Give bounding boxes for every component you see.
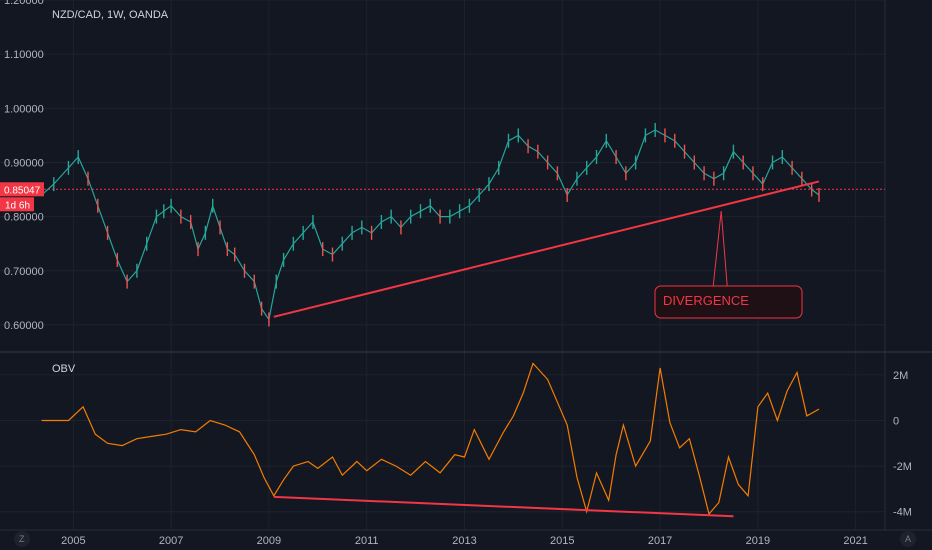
time-tick-label: 2019 bbox=[746, 535, 770, 547]
price-tick-label: 1.20000 bbox=[4, 0, 44, 7]
timezone-button[interactable] bbox=[14, 531, 30, 547]
last-price-value: 0.85047 bbox=[4, 185, 41, 196]
time-tick-label: 2005 bbox=[61, 535, 85, 547]
time-tick-label: 2009 bbox=[257, 535, 281, 547]
time-tick-label: 2021 bbox=[843, 535, 867, 547]
chart-title: NZD/CAD, 1W, OANDA bbox=[52, 9, 169, 21]
callout-pointer-left bbox=[712, 211, 722, 287]
divergence-label: DIVERGENCE bbox=[663, 293, 749, 308]
obv-tick-label: 2M bbox=[893, 370, 908, 382]
obv-series bbox=[41, 362, 820, 516]
bar-countdown-value: 1d 6h bbox=[5, 200, 30, 211]
obv-title: OBV bbox=[52, 363, 76, 375]
callout-pointer-right bbox=[720, 211, 728, 287]
obv-axis: 2M 0 -2M -4M bbox=[893, 370, 912, 519]
price-wicks bbox=[53, 122, 820, 327]
price-tick-label: 1.10000 bbox=[4, 49, 44, 61]
price-trendline[interactable] bbox=[273, 180, 820, 318]
time-tick-label: 2011 bbox=[355, 535, 379, 547]
divergence-callout[interactable] bbox=[654, 285, 803, 319]
price-axis: 0.60000 0.70000 0.80000 0.90000 1.00000 1.100… bbox=[4, 0, 44, 332]
obv-trendline[interactable] bbox=[273, 495, 734, 518]
grid-lines bbox=[0, 0, 885, 530]
bar-countdown-badge bbox=[0, 197, 34, 212]
last-price-badge bbox=[0, 182, 44, 197]
time-tick-label: 2007 bbox=[159, 535, 183, 547]
time-tick-label: 2013 bbox=[452, 535, 476, 547]
time-tick-label: 2017 bbox=[648, 535, 672, 547]
price-tick-label: 1.00000 bbox=[4, 103, 44, 115]
obv-tick-label: 0 bbox=[893, 415, 899, 427]
price-tick-label: 0.60000 bbox=[4, 320, 44, 332]
time-tick-label: 2015 bbox=[550, 535, 574, 547]
price-tick-label: 0.90000 bbox=[4, 157, 44, 169]
obv-tick-label: -2M bbox=[893, 461, 912, 473]
auto-scale-label: A bbox=[905, 534, 911, 544]
price-tick-label: 0.70000 bbox=[4, 266, 44, 278]
timezone-label: Z bbox=[19, 534, 25, 544]
time-axis: 2005 2007 2009 2011 2013 2015 2017 2019 2021 bbox=[61, 535, 868, 547]
price-tick-label: 0.80000 bbox=[4, 212, 44, 224]
auto-scale-button[interactable] bbox=[900, 531, 916, 547]
obv-tick-label: -4M bbox=[893, 507, 912, 519]
